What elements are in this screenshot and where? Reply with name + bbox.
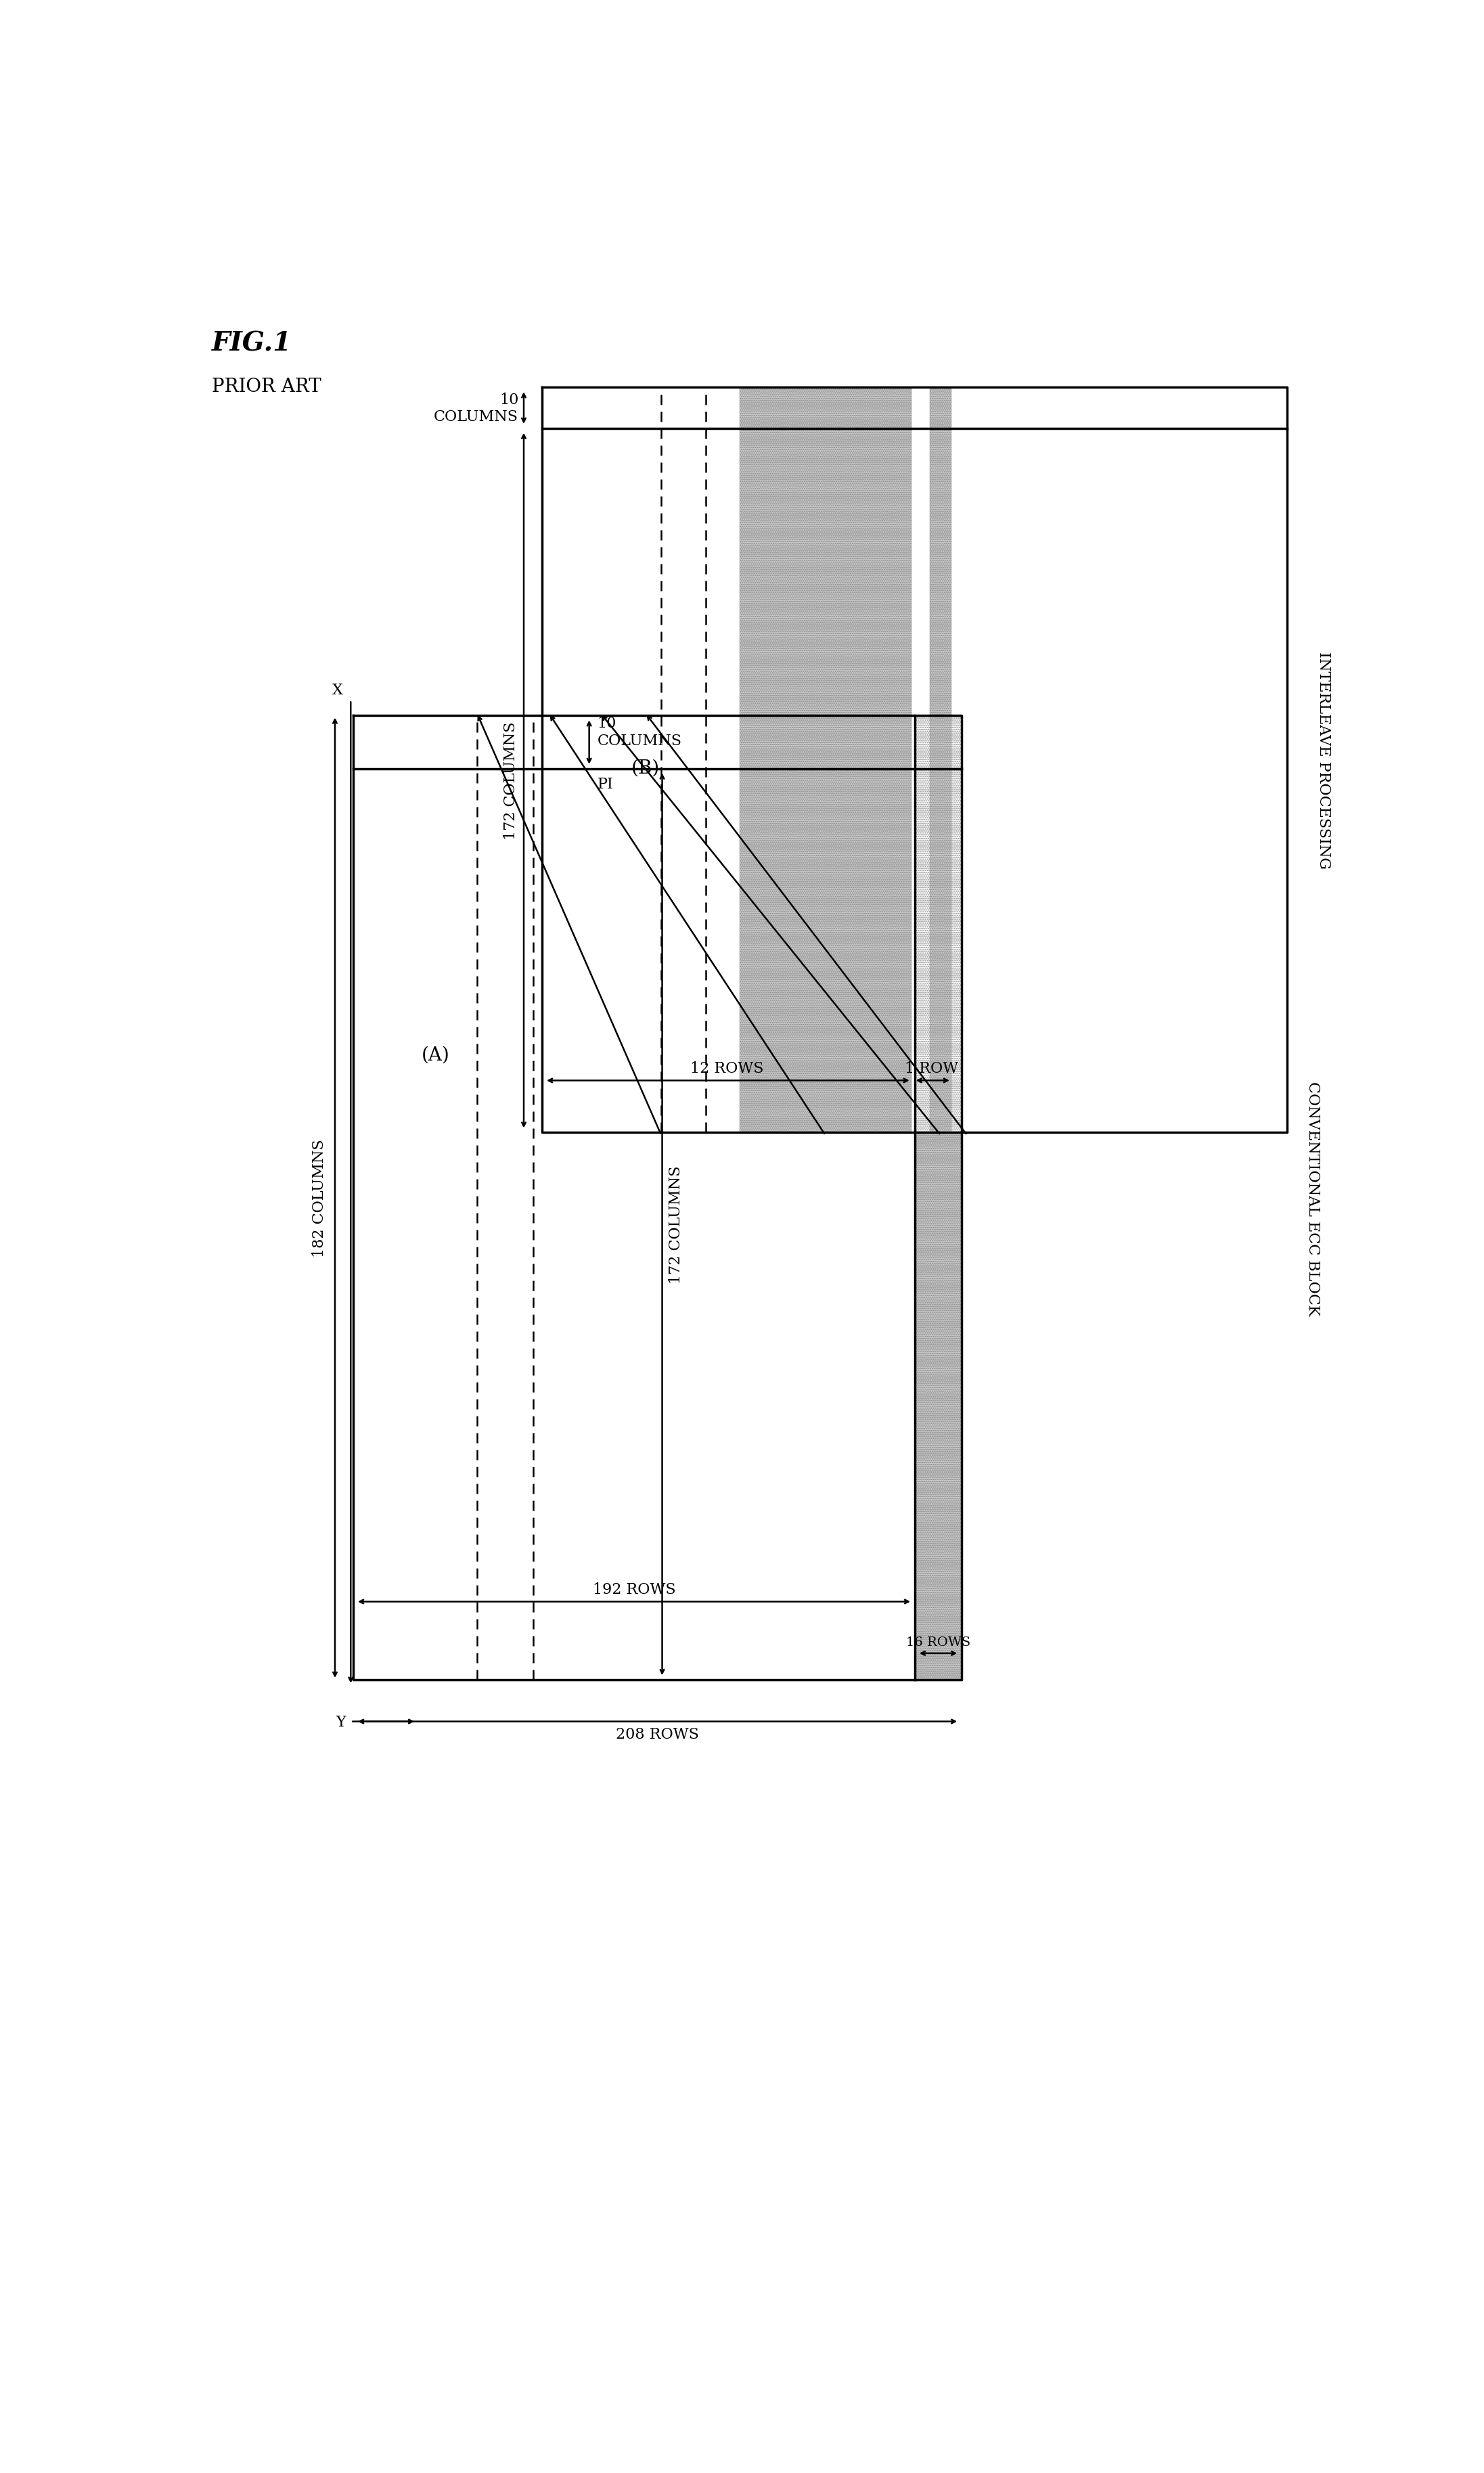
Bar <box>930 388 951 1133</box>
Text: 172 COLUMNS: 172 COLUMNS <box>503 722 518 841</box>
Bar <box>542 388 1287 1133</box>
Text: PRIOR ART: PRIOR ART <box>212 378 321 396</box>
Bar <box>914 717 962 1679</box>
Text: 172 COLUMNS: 172 COLUMNS <box>668 1165 683 1283</box>
Text: INTERLEAVE PROCESSING: INTERLEAVE PROCESSING <box>1316 653 1331 868</box>
Text: CONVENTIONAL ECC BLOCK: CONVENTIONAL ECC BLOCK <box>1306 1081 1321 1316</box>
Text: X: X <box>332 683 343 697</box>
Text: FIG.1: FIG.1 <box>212 331 292 356</box>
Bar <box>914 717 962 1679</box>
Bar <box>930 388 951 1133</box>
Text: 12 ROWS: 12 ROWS <box>690 1061 763 1076</box>
Text: 16 ROWS: 16 ROWS <box>907 1637 971 1649</box>
Text: 182 COLUMNS: 182 COLUMNS <box>312 1140 326 1256</box>
Text: 10
COLUMNS: 10 COLUMNS <box>433 393 518 425</box>
Text: 1 ROW: 1 ROW <box>905 1061 959 1076</box>
Text: 208 ROWS: 208 ROWS <box>616 1726 699 1741</box>
Text: (B): (B) <box>631 759 660 777</box>
Text: 10
COLUMNS: 10 COLUMNS <box>597 717 681 749</box>
Text: Y: Y <box>335 1714 346 1729</box>
Bar <box>739 388 911 1133</box>
Text: 192 ROWS: 192 ROWS <box>592 1583 675 1598</box>
Text: PI: PI <box>597 777 613 791</box>
Bar <box>739 388 911 1133</box>
Text: (A): (A) <box>421 1046 450 1063</box>
